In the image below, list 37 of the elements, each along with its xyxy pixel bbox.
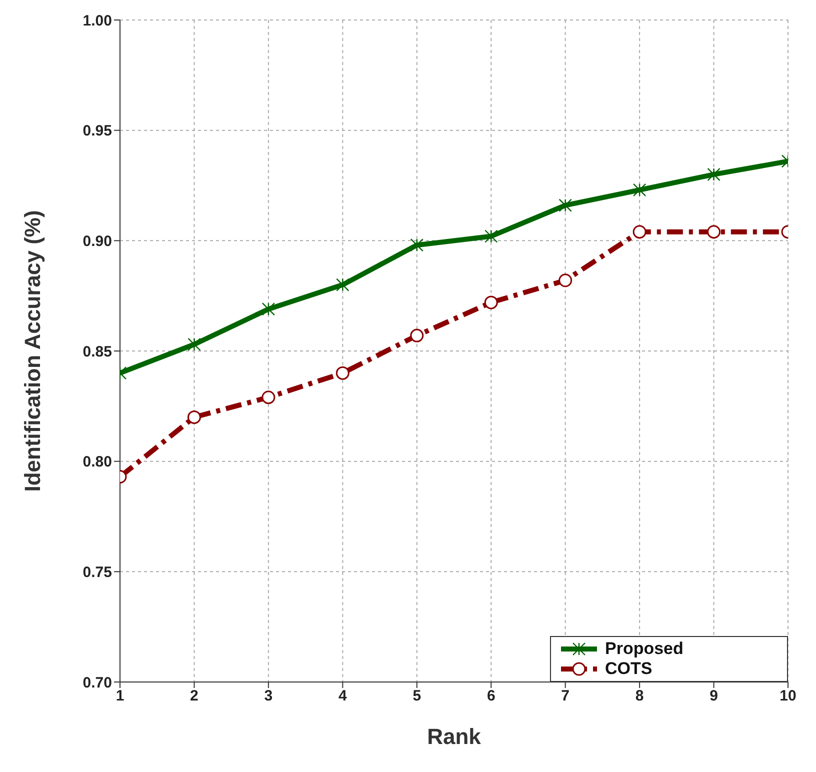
y-tick-label: 0.70 [82, 674, 112, 692]
point [187, 410, 201, 424]
y-tick-label: 1.00 [82, 12, 112, 30]
point [707, 225, 721, 239]
y-tick-label: 0.75 [82, 564, 112, 581]
x-tick-label: 7 [561, 688, 570, 705]
y-tick-label: 0.80 [82, 454, 112, 471]
y-tick-label: 0.85 [82, 343, 112, 360]
x-tick-label: 6 [486, 688, 496, 705]
point [484, 230, 498, 243]
point [410, 238, 424, 252]
x-tick-label: 10 [780, 688, 796, 705]
x-tick-label: 2 [190, 688, 198, 705]
point [262, 390, 276, 404]
point [262, 302, 276, 316]
point [558, 198, 572, 212]
x-tick-label: 9 [710, 688, 718, 705]
x-tick-label: 4 [338, 688, 348, 705]
point [632, 225, 646, 239]
y-axis-title: Identification Accuracy (%) [20, 210, 45, 492]
x-tick-label: 1 [116, 688, 124, 705]
x-tick-label: 5 [412, 688, 422, 705]
legend-label: Proposed [605, 639, 684, 659]
legend-label: COTS [605, 659, 652, 679]
point [336, 278, 350, 292]
point [188, 338, 201, 351]
x-axis-title: Rank [427, 724, 482, 749]
point [410, 328, 424, 342]
point [632, 183, 646, 197]
x-tick-label: 3 [264, 688, 273, 705]
point [484, 296, 498, 310]
x-tick-label: 8 [635, 688, 644, 705]
point [558, 274, 572, 288]
point [707, 168, 720, 182]
y-tick-label: 0.95 [82, 122, 112, 140]
y-tick-label: 0.90 [82, 232, 112, 250]
point [336, 366, 350, 380]
